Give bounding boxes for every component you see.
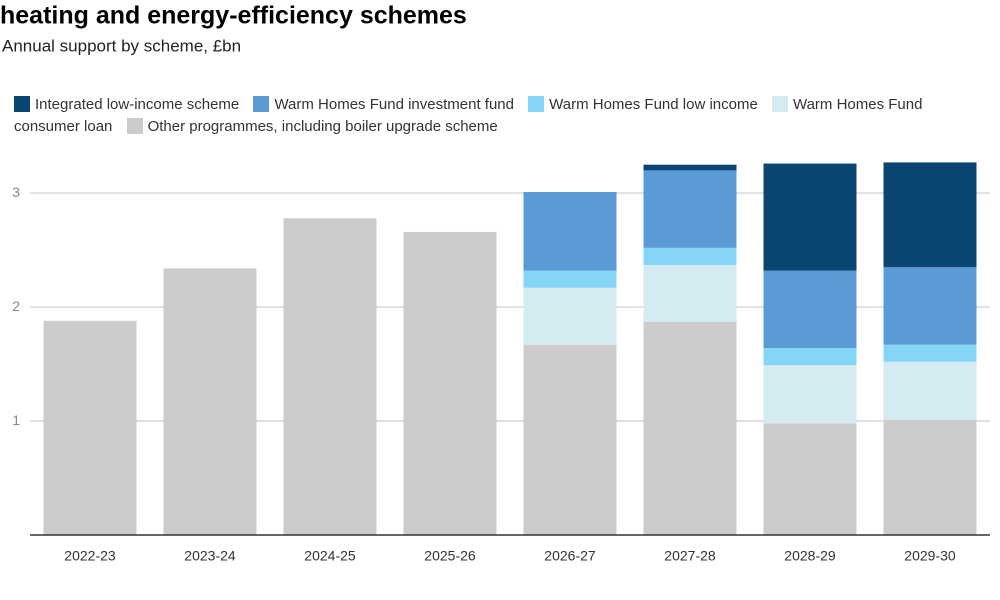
- bar-segment: [883, 162, 977, 268]
- x-tick-label: 2024-25: [304, 548, 356, 564]
- bar-segment: [763, 348, 857, 366]
- legend-swatch: [253, 96, 270, 112]
- bar-segment: [643, 164, 737, 171]
- bar-segment: [523, 192, 617, 271]
- bar-segment: [883, 344, 977, 362]
- x-tick-label: 2025-26: [424, 548, 476, 564]
- bar-segment: [643, 170, 737, 248]
- legend-item: Warm Homes Fund investment fund: [253, 96, 514, 113]
- bar-segment: [43, 320, 137, 535]
- x-tick-label: 2023-24: [184, 548, 236, 564]
- bar-segment: [763, 270, 857, 349]
- bar-segment: [523, 344, 617, 535]
- legend-label: Warm Homes Fund investment fund: [274, 96, 514, 113]
- bar-segment: [763, 423, 857, 535]
- x-tick-label: 2026-27: [544, 548, 596, 564]
- chart-subtitle: Annual support by scheme, £bn: [2, 36, 241, 55]
- x-tick-label: 2022-23: [64, 548, 116, 564]
- legend-label: Other programmes, including boiler upgra…: [147, 118, 498, 135]
- legend-swatch: [528, 96, 545, 112]
- bar-segment: [883, 267, 977, 345]
- legend-item: Warm Homes Fund consumer loan: [14, 96, 922, 135]
- bar-segment: [883, 361, 977, 420]
- bar-segment: [643, 264, 737, 322]
- chart-title: heating and energy-efficiency schemes: [0, 2, 467, 30]
- bar-segment: [883, 419, 977, 535]
- bar-segment: [763, 163, 857, 271]
- bar-segment: [283, 218, 377, 536]
- x-tick-label: 2027-28: [664, 548, 716, 564]
- legend-label: Warm Homes Fund consumer loan: [14, 96, 923, 135]
- legend-item: Integrated low-income scheme: [14, 96, 239, 113]
- bar-segment: [643, 247, 737, 265]
- y-tick-label: 3: [12, 184, 20, 200]
- x-tick-label: 2029-30: [904, 548, 956, 564]
- y-tick-label: 1: [12, 412, 20, 428]
- x-tick-label: 2028-29: [784, 548, 836, 564]
- bar-segment: [523, 270, 617, 288]
- legend-label: Warm Homes Fund low income: [549, 96, 758, 113]
- bar-segment: [763, 365, 857, 424]
- legend-swatch: [126, 118, 143, 134]
- legend: Integrated low-income scheme Warm Homes …: [14, 94, 934, 138]
- bar-segment: [643, 321, 737, 535]
- bar-segment: [403, 231, 497, 536]
- bar-segment: [163, 268, 257, 535]
- bar-segment: [523, 287, 617, 345]
- legend-swatch: [14, 96, 30, 112]
- y-tick-label: 2: [12, 298, 20, 314]
- legend-swatch: [771, 96, 788, 112]
- legend-item: Other programmes, including boiler upgra…: [126, 118, 498, 135]
- legend-item: Warm Homes Fund low income: [528, 96, 758, 113]
- legend-label: Integrated low-income scheme: [35, 96, 240, 113]
